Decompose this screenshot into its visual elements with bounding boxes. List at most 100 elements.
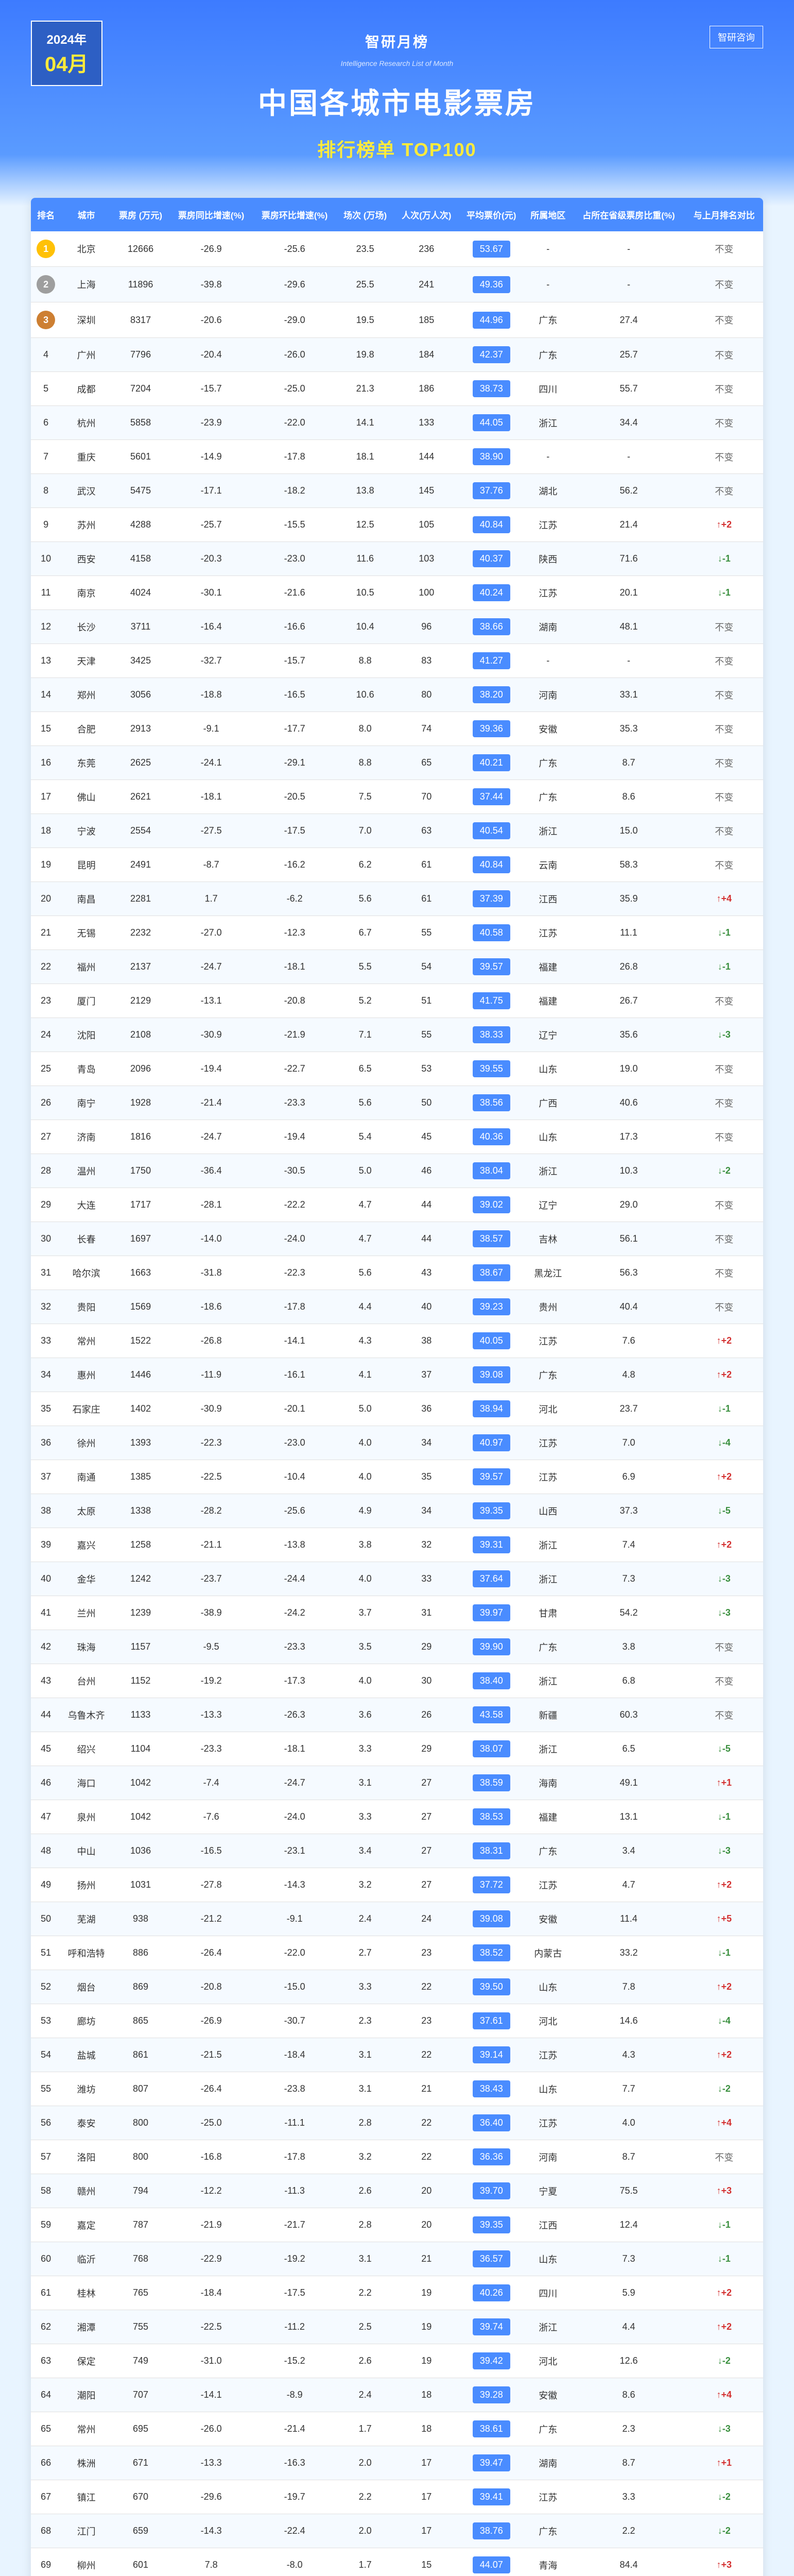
table-cell: 8.7 — [572, 746, 685, 780]
table-cell: 11.6 — [336, 542, 394, 576]
table-cell: ↑+2 — [685, 1358, 763, 1392]
table-cell: 1031 — [112, 1868, 169, 1902]
table-cell: 17 — [394, 2480, 459, 2514]
table-cell: -29.1 — [253, 746, 336, 780]
table-cell: -20.6 — [169, 302, 253, 338]
table-cell: -18.6 — [169, 1290, 253, 1324]
table-cell: 广西 — [524, 1086, 572, 1120]
table-cell: 四川 — [524, 372, 572, 406]
table-row: 66株洲671-13.3-16.32.01739.47湖南8.7↑+1 — [31, 2446, 763, 2480]
table-cell: 59 — [31, 2208, 61, 2242]
table-cell: ↓-3 — [685, 2412, 763, 2446]
table-cell: 广东 — [524, 338, 572, 372]
table-cell: 61 — [394, 882, 459, 916]
table-cell: 不变 — [685, 338, 763, 372]
table-cell: 43 — [31, 1664, 61, 1698]
table-cell: -17.3 — [253, 1664, 336, 1698]
table-cell: 乌鲁木齐 — [61, 1698, 112, 1732]
table-cell: 800 — [112, 2106, 169, 2140]
table-cell: 7.4 — [572, 1528, 685, 1562]
table-cell: 68 — [31, 2514, 61, 2548]
table-cell: 3.3 — [336, 1800, 394, 1834]
table-row: 3深圳8317-20.6-29.019.518544.96广东27.4不变 — [31, 302, 763, 338]
table-cell: 河南 — [524, 678, 572, 712]
table-cell: 7796 — [112, 338, 169, 372]
table-cell: 不变 — [685, 440, 763, 474]
table-cell: 29 — [394, 1732, 459, 1766]
table-cell: 33 — [394, 1562, 459, 1596]
table-cell: 39.50 — [459, 1970, 524, 2004]
table-cell: 不变 — [685, 1698, 763, 1732]
table-row: 50芜湖938-21.2-9.12.42439.08安徽11.4↑+5 — [31, 1902, 763, 1936]
table-cell: -12.2 — [169, 2174, 253, 2208]
table-cell: 2.2 — [572, 2514, 685, 2548]
table-cell: 40.4 — [572, 1290, 685, 1324]
table-cell: - — [572, 440, 685, 474]
table-cell: 55 — [394, 916, 459, 950]
table-cell: - — [572, 267, 685, 302]
table-cell: 42.37 — [459, 338, 524, 372]
table-cell: 55.7 — [572, 372, 685, 406]
table-cell: -26.9 — [169, 2004, 253, 2038]
table-cell: 18 — [394, 2378, 459, 2412]
table-cell: 32 — [394, 1528, 459, 1562]
table-cell: 宁夏 — [524, 2174, 572, 2208]
table-cell: 1042 — [112, 1766, 169, 1800]
table-cell: 39.08 — [459, 1902, 524, 1936]
table-cell: 765 — [112, 2276, 169, 2310]
table-row: 14郑州3056-18.8-16.510.68038.20河南33.1不变 — [31, 678, 763, 712]
table-cell: 河北 — [524, 1392, 572, 1426]
table-cell: -17.8 — [253, 1290, 336, 1324]
table-cell: 4.0 — [336, 1460, 394, 1494]
table-cell: -17.8 — [253, 2140, 336, 2174]
table-cell: ↑+2 — [685, 2276, 763, 2310]
table-cell: 5475 — [112, 474, 169, 508]
table-cell: -39.8 — [169, 267, 253, 302]
table-cell: 29 — [31, 1188, 61, 1222]
table-cell: 厦门 — [61, 984, 112, 1018]
table-cell: -16.4 — [169, 610, 253, 644]
table-cell: 39.28 — [459, 2378, 524, 2412]
table-cell: 1104 — [112, 1732, 169, 1766]
table-cell: -18.1 — [253, 1732, 336, 1766]
table-cell: 37 — [394, 1358, 459, 1392]
table-cell: 嘉定 — [61, 2208, 112, 2242]
table-row: 7重庆5601-14.9-17.818.114438.90--不变 — [31, 440, 763, 474]
table-cell: 扬州 — [61, 1868, 112, 1902]
table-cell: 12.5 — [336, 508, 394, 542]
table-cell: -8.0 — [253, 2548, 336, 2576]
table-row: 62湘潭755-22.5-11.22.51939.74浙江4.4↑+2 — [31, 2310, 763, 2344]
table-cell: -26.9 — [169, 231, 253, 267]
table-cell: 江苏 — [524, 916, 572, 950]
table-cell: 昆明 — [61, 848, 112, 882]
table-cell: -27.0 — [169, 916, 253, 950]
table-cell: 19 — [394, 2344, 459, 2378]
table-cell: 安徽 — [524, 1902, 572, 1936]
table-cell: 46 — [31, 1766, 61, 1800]
table-cell: 2913 — [112, 712, 169, 746]
table-cell: 不变 — [685, 2140, 763, 2174]
table-cell: -15.7 — [169, 372, 253, 406]
table-cell: 65 — [394, 746, 459, 780]
table-cell: 749 — [112, 2344, 169, 2378]
table-cell: -13.3 — [169, 2446, 253, 2480]
table-cell: 不变 — [685, 780, 763, 814]
table-cell: ↑+1 — [685, 2446, 763, 2480]
table-cell: 不变 — [685, 644, 763, 678]
table-cell: 19 — [394, 2276, 459, 2310]
table-cell: 39.57 — [459, 950, 524, 984]
main-title: 中国各城市电影票房 — [31, 80, 763, 122]
table-cell: 83 — [394, 644, 459, 678]
table-cell: 29 — [394, 1630, 459, 1664]
table-cell: 8.0 — [336, 712, 394, 746]
table-cell: 39.35 — [459, 2208, 524, 2242]
table-cell: 2625 — [112, 746, 169, 780]
table-cell: 84.4 — [572, 2548, 685, 2576]
table-cell: ↑+2 — [685, 508, 763, 542]
table-cell: 103 — [394, 542, 459, 576]
table-cell: -14.9 — [169, 440, 253, 474]
table-cell: 潮阳 — [61, 2378, 112, 2412]
table-cell: 66 — [31, 2446, 61, 2480]
table-cell: 61 — [394, 848, 459, 882]
table-cell: -29.6 — [253, 267, 336, 302]
